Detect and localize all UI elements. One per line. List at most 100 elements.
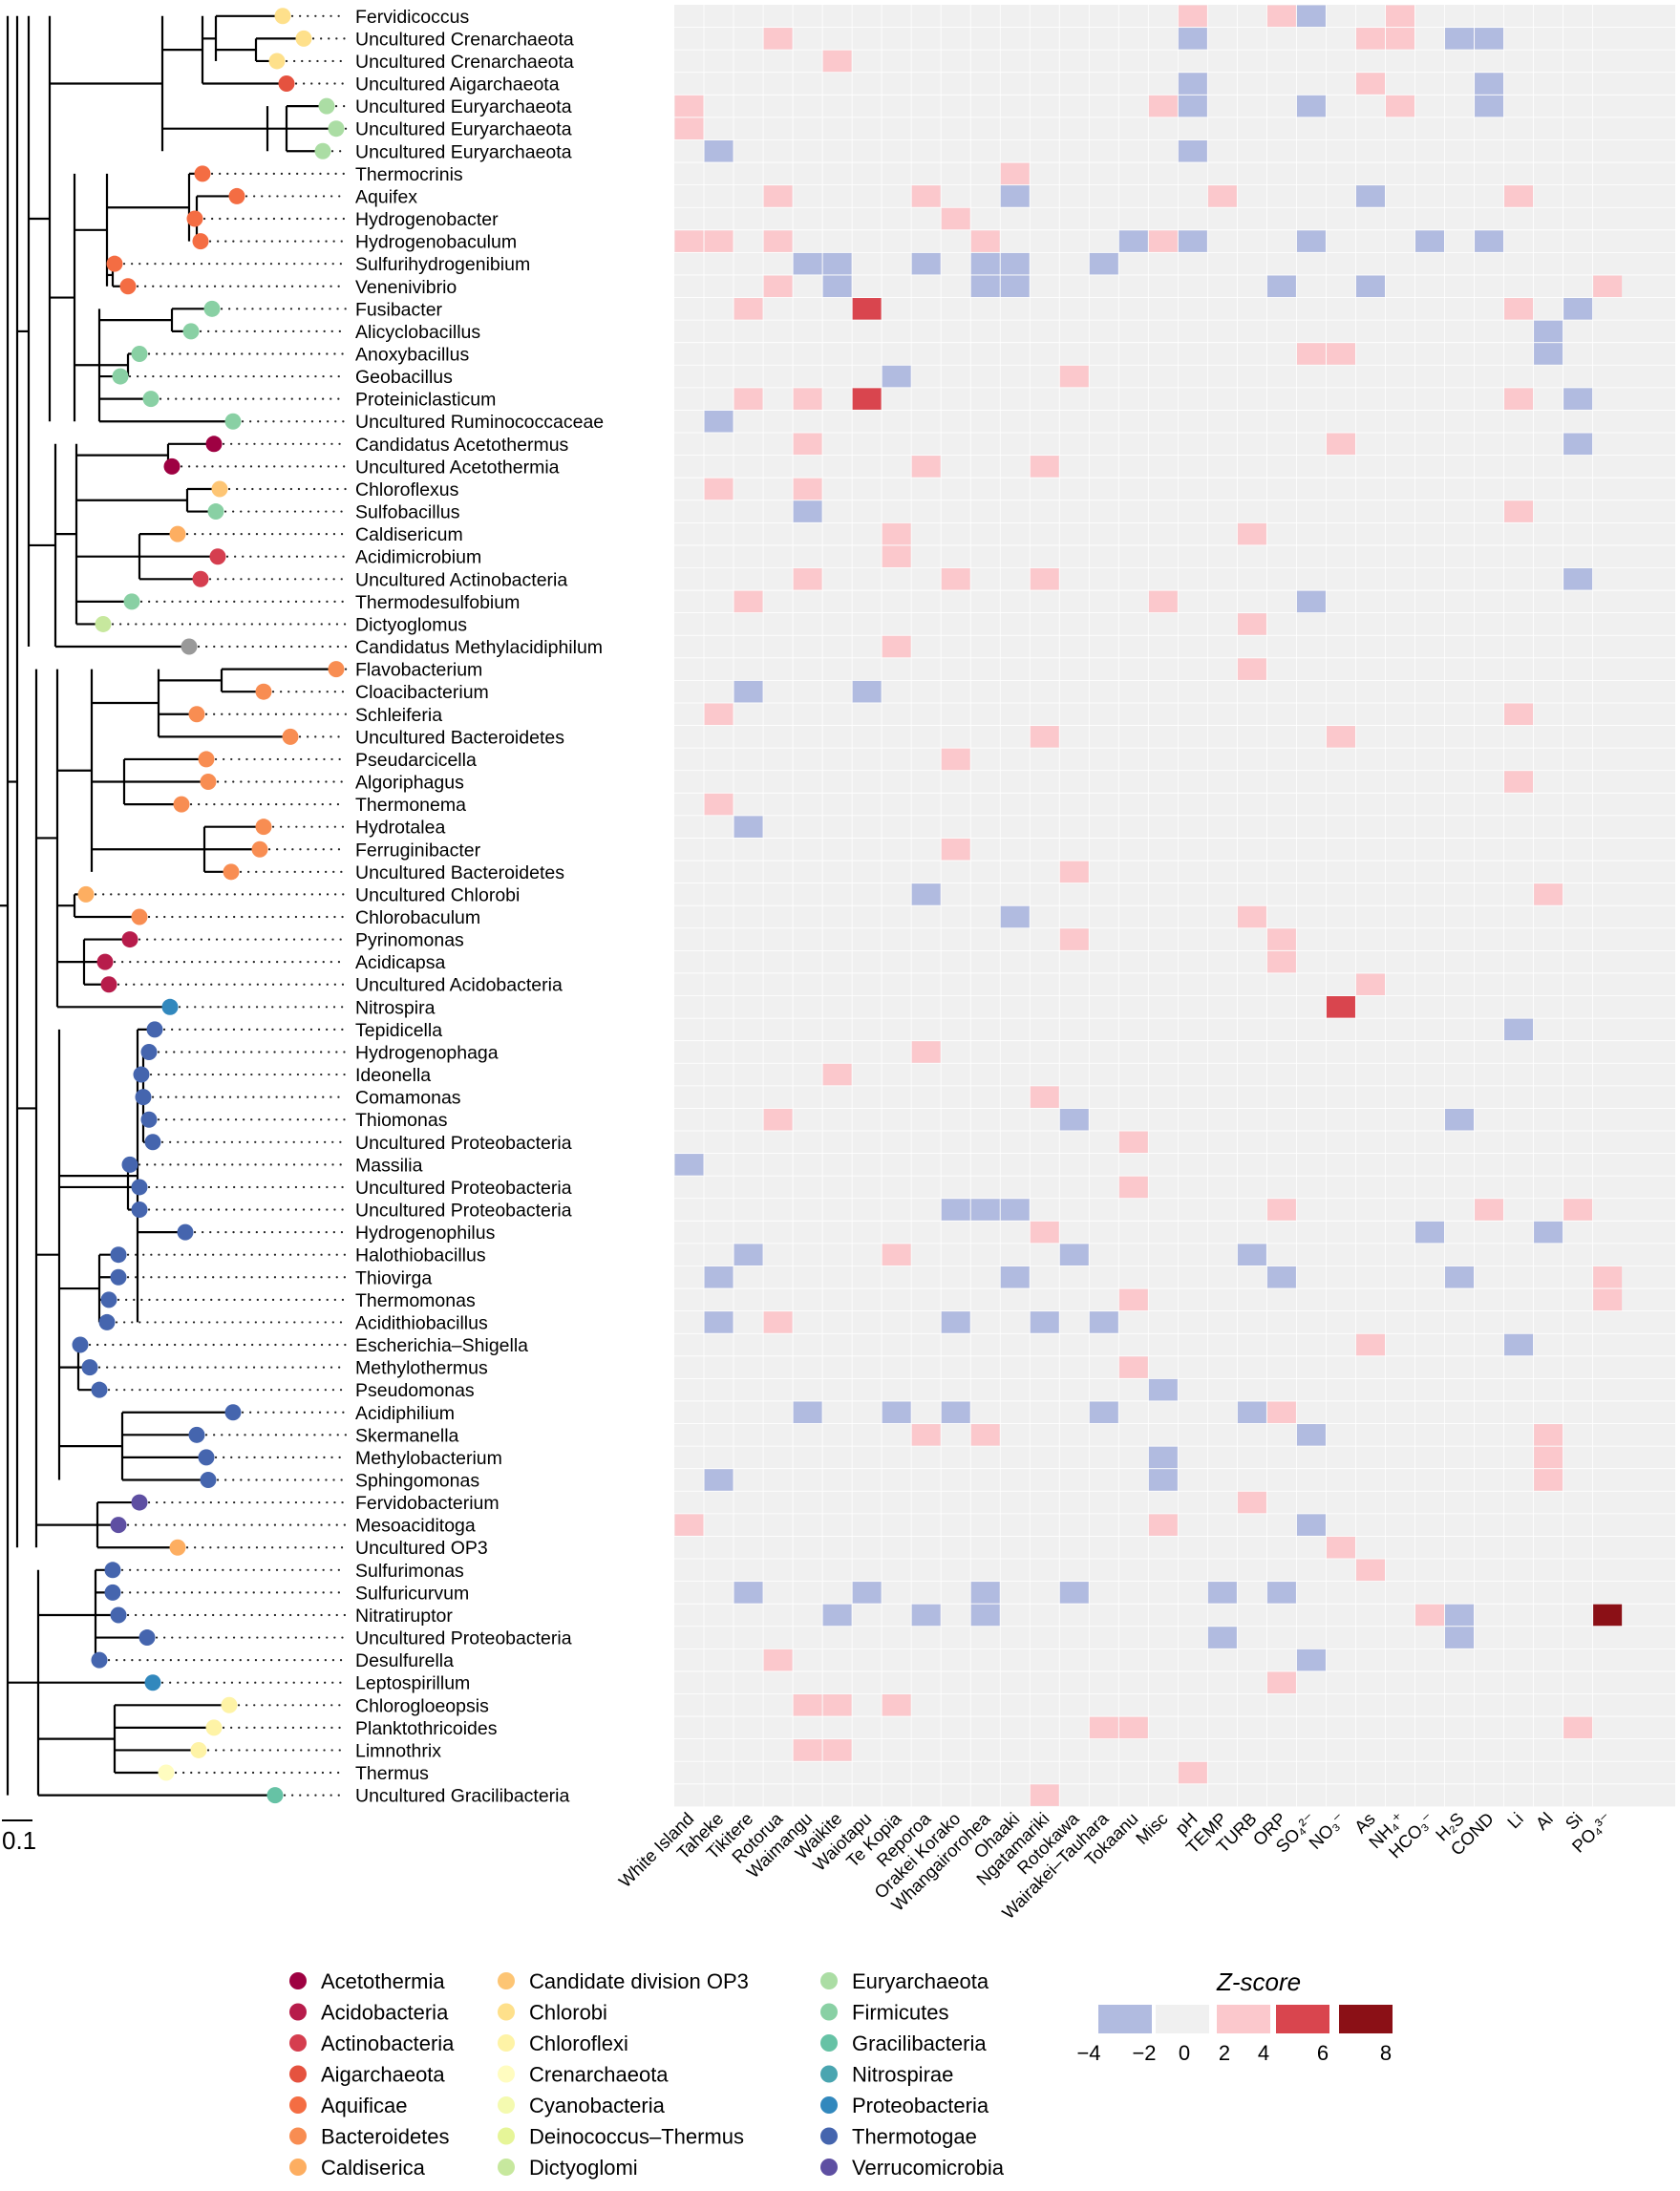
heatmap-cell bbox=[822, 1739, 852, 1761]
heatmap-cell bbox=[941, 838, 970, 861]
tip-marker bbox=[110, 1606, 127, 1624]
taxon-label: Aquifex bbox=[355, 186, 417, 207]
heatmap-cell bbox=[1178, 5, 1207, 28]
heatmap-cell bbox=[852, 680, 882, 703]
heatmap-cell bbox=[1266, 5, 1296, 28]
heatmap-cell bbox=[1148, 1446, 1178, 1469]
heatmap-cell bbox=[1504, 1333, 1534, 1356]
heatmap-cell bbox=[793, 1401, 822, 1424]
heatmap-cell bbox=[1030, 1784, 1059, 1806]
heatmap-cell bbox=[911, 456, 941, 478]
heatmap-cell bbox=[793, 1694, 822, 1716]
zscore-bin bbox=[1156, 2005, 1209, 2033]
taxon-label: Uncultured Acidobacteria bbox=[355, 975, 563, 996]
tip-marker bbox=[100, 1291, 117, 1308]
tip-marker bbox=[119, 278, 137, 295]
tip-marker bbox=[181, 638, 198, 655]
heatmap-cell bbox=[1000, 162, 1030, 185]
taxon-label: Uncultured Proteobacteria bbox=[355, 1133, 572, 1154]
heatmap-cell bbox=[1296, 343, 1326, 365]
leaf-connectors bbox=[88, 14, 348, 1797]
taxon-label: Uncultured Proteobacteria bbox=[355, 1178, 572, 1199]
heatmap-cell bbox=[793, 433, 822, 456]
taxon-label: Uncultured Euryarchaeota bbox=[355, 141, 572, 162]
tip-marker bbox=[138, 1629, 156, 1647]
heatmap-cell bbox=[1237, 522, 1266, 545]
taxon-label: Halothiobacillus bbox=[355, 1245, 486, 1266]
tip-marker bbox=[104, 1584, 121, 1601]
tip-marker bbox=[135, 1089, 152, 1106]
heatmap-cell bbox=[822, 1604, 852, 1627]
heatmap-cell bbox=[970, 1582, 1000, 1604]
taxon-label: Sphingomonas bbox=[355, 1470, 479, 1491]
heatmap-cell bbox=[970, 1604, 1000, 1627]
tip-marker bbox=[161, 998, 179, 1015]
legend-label: Chloroflexi bbox=[529, 2031, 628, 2055]
heatmap-cell bbox=[763, 185, 793, 207]
taxon-label: Uncultured Crenarchaeota bbox=[355, 52, 574, 73]
heatmap-cell bbox=[763, 28, 793, 50]
taxon-label: Caldisericum bbox=[355, 524, 463, 545]
taxon-label: Fervidicoccus bbox=[355, 7, 469, 28]
tip-marker bbox=[123, 593, 140, 610]
heatmap-cell bbox=[941, 1401, 970, 1424]
legend-label: Chlorobi bbox=[529, 2001, 607, 2025]
tip-marker bbox=[96, 953, 114, 970]
heatmap-cell bbox=[1563, 388, 1593, 410]
heatmap-cell bbox=[1534, 883, 1563, 905]
tip-marker bbox=[223, 863, 240, 881]
heatmap-cell bbox=[1504, 298, 1534, 320]
heatmap-cell bbox=[704, 793, 734, 816]
heatmap-cell bbox=[674, 1154, 704, 1176]
taxon-label: Chlorobaculum bbox=[355, 907, 480, 928]
heatmap-cell bbox=[1326, 433, 1355, 456]
heatmap-cell bbox=[704, 1469, 734, 1491]
zscore-bin bbox=[1098, 2005, 1152, 2033]
tip-marker bbox=[131, 1494, 148, 1511]
taxon-label: Acidithiobacillus bbox=[355, 1312, 488, 1333]
legend-swatch bbox=[289, 2034, 307, 2052]
heatmap-cell bbox=[793, 388, 822, 410]
heatmap-cell bbox=[1178, 73, 1207, 95]
taxon-label: Sulfurihydrogenibium bbox=[355, 254, 530, 275]
heatmap-cell bbox=[970, 275, 1000, 298]
taxon-label: Uncultured Actinobacteria bbox=[355, 569, 567, 590]
tip-marker bbox=[255, 819, 272, 836]
heatmap-cell bbox=[1237, 905, 1266, 928]
taxon-label: Uncultured Aigarchaeota bbox=[355, 74, 560, 96]
taxon-label: Uncultured OP3 bbox=[355, 1538, 488, 1559]
heatmap-cell bbox=[1266, 1671, 1296, 1693]
taxon-label: Dictyoglomus bbox=[355, 614, 467, 635]
heatmap-cell bbox=[822, 275, 852, 298]
tip-marker bbox=[224, 413, 242, 430]
heatmap-cell bbox=[1178, 28, 1207, 50]
heatmap-cell bbox=[852, 298, 882, 320]
taxon-label: Proteiniclasticum bbox=[355, 390, 496, 411]
heatmap-cell bbox=[1148, 1378, 1178, 1401]
legend-label: Deinococcus–Thermus bbox=[529, 2125, 744, 2149]
heatmap-cell bbox=[1296, 230, 1326, 252]
taxon-label: Acidimicrobium bbox=[355, 547, 481, 568]
tip-marker bbox=[110, 1517, 127, 1534]
tip-marker bbox=[169, 1539, 186, 1556]
heatmap-cell bbox=[911, 185, 941, 207]
heatmap-cell bbox=[734, 298, 763, 320]
taxon-label: Acidicapsa bbox=[355, 952, 445, 973]
taxon-label: Thermocrinis bbox=[355, 164, 463, 185]
heatmap-cell bbox=[793, 252, 822, 275]
tip-marker bbox=[188, 706, 205, 723]
legend-label: Verrucomicrobia bbox=[852, 2156, 1005, 2180]
heatmap-cell bbox=[704, 230, 734, 252]
column-label: Misc bbox=[1132, 1808, 1172, 1848]
heatmap-cell bbox=[734, 1582, 763, 1604]
taxon-label: Thermomonas bbox=[355, 1290, 476, 1311]
heatmap-cell bbox=[1030, 726, 1059, 748]
tip-marker bbox=[266, 1787, 284, 1804]
tip-marker bbox=[121, 931, 138, 948]
heatmap-cell bbox=[793, 478, 822, 500]
taxon-label: Uncultured Chlorobi bbox=[355, 884, 520, 905]
zscore-tick: −4 bbox=[1076, 2041, 1100, 2065]
heatmap-cell bbox=[734, 680, 763, 703]
legend-swatch bbox=[498, 2096, 515, 2114]
